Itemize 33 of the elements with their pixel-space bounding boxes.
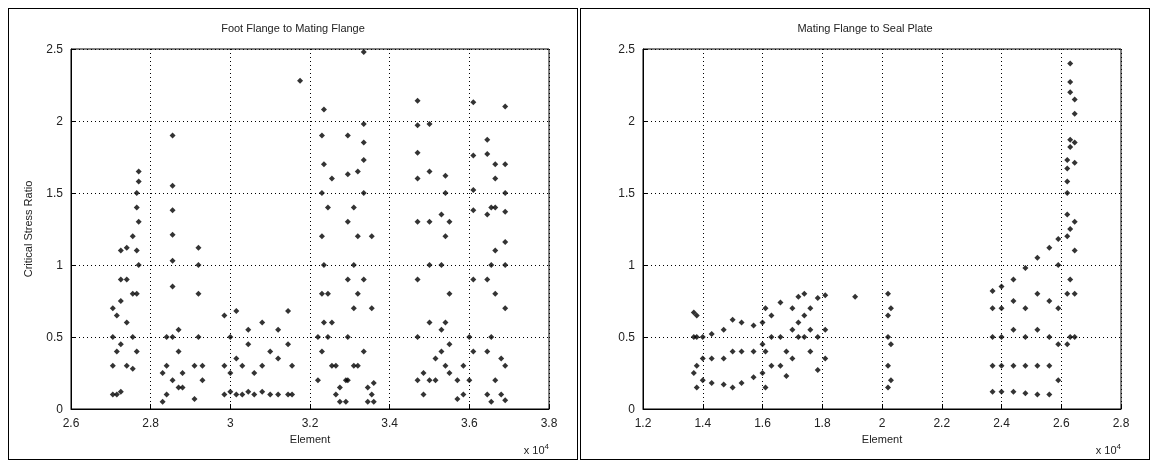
x-tick-label: 3.4 [381,416,399,430]
x-tick-label: 3 [226,416,234,430]
y-tick-label: 1.5 [618,186,636,200]
x-tick-label: 2.6 [1052,416,1070,430]
chart-title: Foot Flange to Mating Flange [221,21,365,34]
x-tick-label: 1.2 [634,416,652,430]
x-tick-label: 2.2 [933,416,951,430]
x-axis-title: Element [861,433,903,446]
x-tick-label: 1.6 [754,416,772,430]
x-tick-label: 2.6 [62,416,80,430]
y-tick-label: 0.5 [618,330,636,344]
y-tick-label: 0 [56,402,64,416]
x-tick-label: 2.4 [993,416,1011,430]
x-tick-label: 1.8 [813,416,831,430]
x-tick-label: 2.8 [142,416,160,430]
y-tick-label: 1 [56,258,64,272]
x-tick-label: 3.2 [301,416,319,430]
y-axis-title: Critical Stress Ratio [21,180,34,278]
y-tick-label: 0.5 [46,330,64,344]
x-tick-label: 1.4 [694,416,712,430]
y-tick-label: 1.5 [46,186,64,200]
x-tick-label: 2 [878,416,886,430]
chart-title: Mating Flange to Seal Plate [797,21,933,34]
x-axis-title: Element [289,433,331,446]
x-tick-label: 3.6 [460,416,478,430]
y-tick-label: 2 [628,114,636,128]
y-tick-label: 2.5 [618,42,636,56]
y-tick-label: 2 [56,114,64,128]
x-tick-label: 3.8 [540,416,558,430]
y-tick-label: 0 [628,402,636,416]
x-tick-label: 2.8 [1112,416,1130,430]
y-tick-label: 1 [628,258,636,272]
y-tick-label: 2.5 [46,42,64,56]
